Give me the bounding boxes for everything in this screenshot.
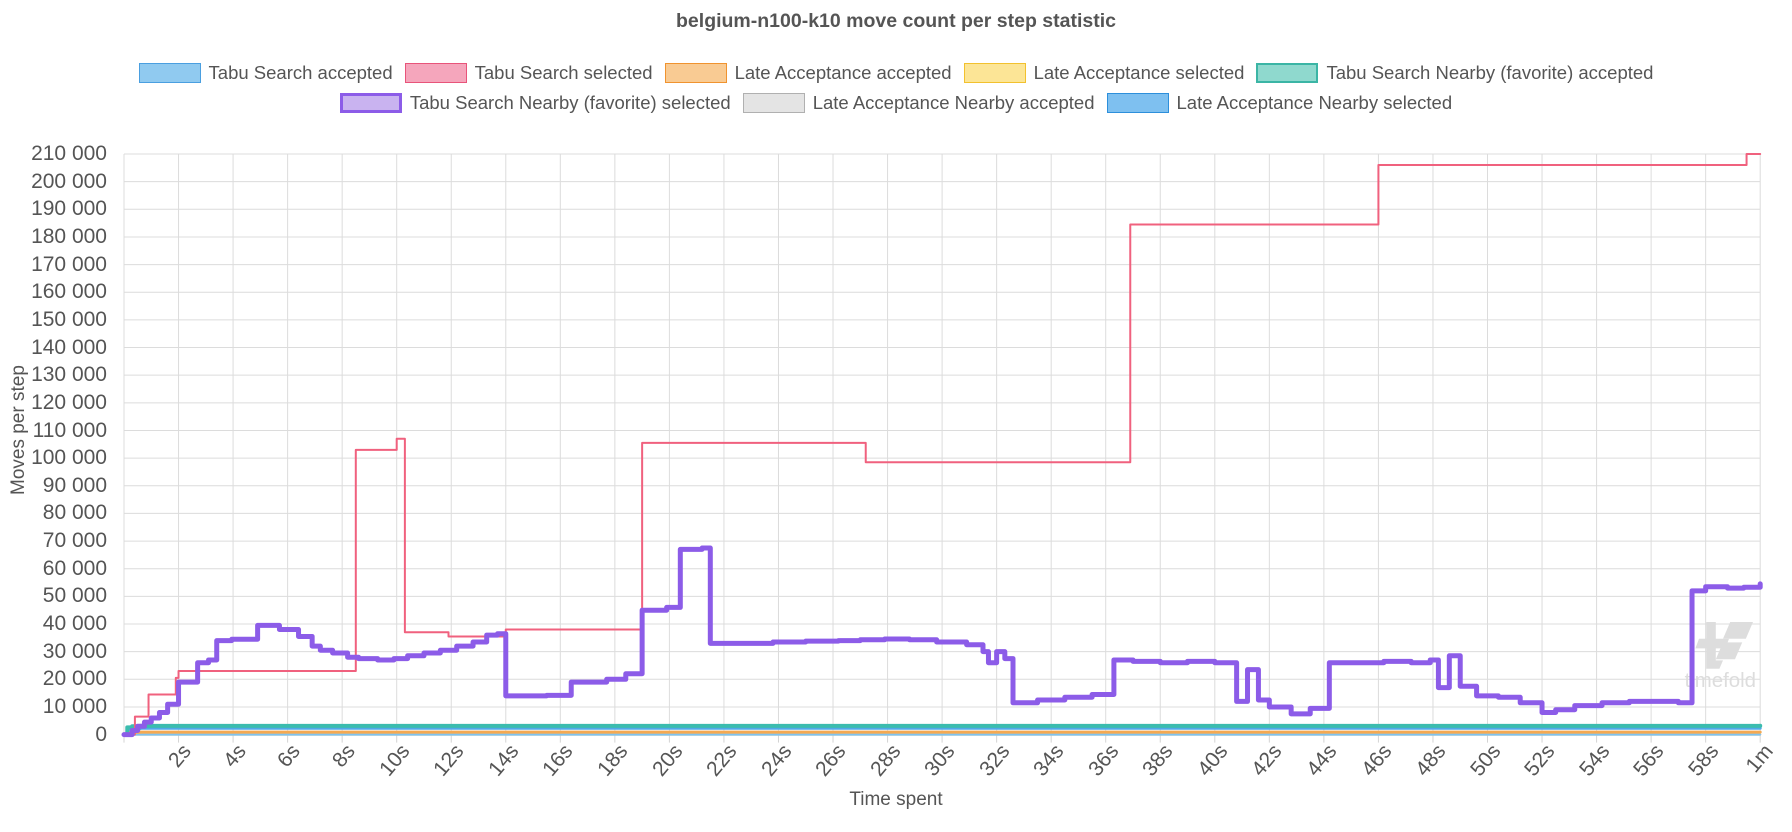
- svg-text:timefold: timefold: [1685, 670, 1756, 692]
